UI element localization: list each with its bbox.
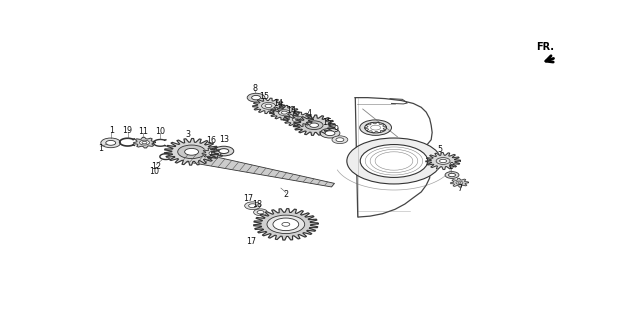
Text: 12: 12: [151, 162, 161, 171]
Text: 14: 14: [273, 99, 284, 108]
Circle shape: [458, 182, 461, 183]
Polygon shape: [253, 208, 318, 240]
Circle shape: [360, 144, 428, 177]
Circle shape: [253, 209, 268, 216]
Circle shape: [244, 202, 260, 209]
Text: 11: 11: [138, 127, 148, 136]
Circle shape: [214, 146, 234, 156]
Circle shape: [347, 138, 441, 184]
Text: 7: 7: [458, 184, 463, 192]
Circle shape: [262, 102, 275, 109]
Text: 6: 6: [449, 162, 454, 171]
Circle shape: [449, 173, 456, 177]
Text: 9: 9: [333, 125, 339, 133]
Text: 17: 17: [244, 194, 253, 203]
Text: 2: 2: [284, 190, 289, 199]
Polygon shape: [426, 153, 460, 170]
Polygon shape: [253, 98, 284, 114]
Circle shape: [273, 218, 299, 230]
Circle shape: [211, 153, 214, 154]
Text: 18: 18: [253, 201, 262, 209]
Circle shape: [282, 222, 290, 226]
Polygon shape: [293, 115, 335, 135]
Circle shape: [277, 220, 295, 229]
Text: 10: 10: [155, 127, 165, 136]
Text: 1: 1: [109, 126, 114, 135]
Circle shape: [278, 110, 291, 116]
Text: 3: 3: [185, 130, 190, 139]
Text: 8: 8: [252, 84, 257, 93]
Circle shape: [440, 159, 447, 163]
Text: 17: 17: [246, 237, 257, 246]
Circle shape: [360, 120, 392, 135]
Polygon shape: [451, 178, 468, 187]
Circle shape: [292, 116, 304, 122]
Circle shape: [106, 140, 116, 145]
Circle shape: [219, 149, 229, 154]
Text: 1: 1: [99, 144, 103, 153]
Circle shape: [365, 122, 387, 133]
Text: 15: 15: [259, 92, 269, 101]
Text: 10: 10: [149, 167, 159, 176]
Circle shape: [252, 95, 260, 100]
Circle shape: [185, 149, 198, 155]
Polygon shape: [202, 148, 224, 159]
Text: 5: 5: [438, 145, 443, 154]
Polygon shape: [365, 122, 387, 133]
Text: 15: 15: [322, 118, 332, 127]
Circle shape: [142, 141, 147, 144]
Circle shape: [445, 172, 459, 178]
Text: 16: 16: [207, 136, 216, 145]
Text: 13: 13: [220, 135, 229, 144]
Circle shape: [436, 158, 450, 164]
Circle shape: [456, 181, 463, 184]
Circle shape: [267, 215, 305, 234]
Polygon shape: [134, 137, 156, 148]
Circle shape: [101, 138, 121, 148]
Circle shape: [248, 204, 257, 208]
Circle shape: [295, 118, 301, 121]
Text: 14: 14: [286, 106, 296, 115]
Polygon shape: [164, 138, 219, 165]
Circle shape: [247, 93, 265, 102]
Text: 4: 4: [307, 109, 312, 118]
Text: 19: 19: [122, 126, 132, 135]
Circle shape: [265, 104, 272, 108]
Text: FR.: FR.: [536, 42, 554, 52]
Polygon shape: [269, 106, 300, 120]
Circle shape: [282, 111, 287, 114]
Circle shape: [140, 140, 150, 145]
Circle shape: [310, 123, 319, 127]
Circle shape: [320, 128, 340, 138]
Polygon shape: [182, 151, 335, 187]
Circle shape: [209, 151, 217, 155]
Circle shape: [178, 145, 205, 159]
Circle shape: [332, 136, 348, 143]
Circle shape: [325, 131, 335, 136]
Circle shape: [257, 211, 264, 214]
Polygon shape: [284, 112, 313, 127]
Circle shape: [305, 121, 323, 130]
Circle shape: [336, 138, 344, 142]
